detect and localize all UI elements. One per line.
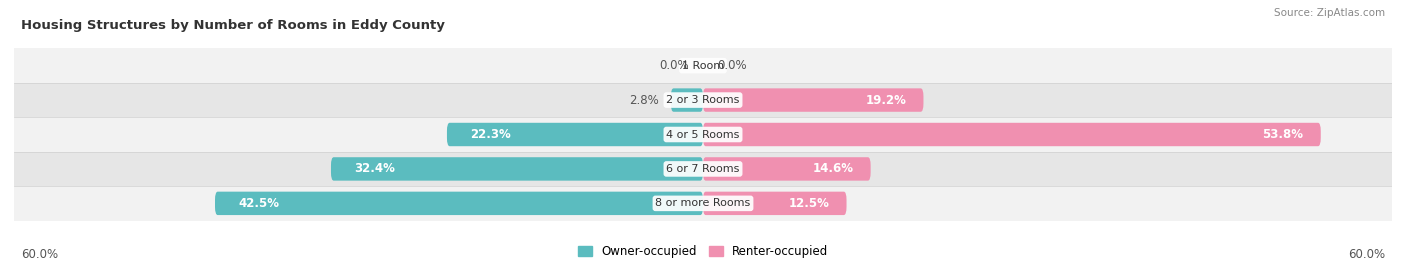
Text: 0.0%: 0.0% [717, 59, 747, 72]
Text: 8 or more Rooms: 8 or more Rooms [655, 198, 751, 208]
FancyBboxPatch shape [703, 123, 1320, 146]
FancyBboxPatch shape [671, 88, 703, 112]
Text: 19.2%: 19.2% [865, 94, 907, 107]
Bar [14, 186, 1392, 221]
Text: Housing Structures by Number of Rooms in Eddy County: Housing Structures by Number of Rooms in… [21, 19, 444, 32]
Text: 53.8%: 53.8% [1263, 128, 1303, 141]
Text: Source: ZipAtlas.com: Source: ZipAtlas.com [1274, 8, 1385, 18]
FancyBboxPatch shape [703, 192, 846, 215]
FancyBboxPatch shape [703, 157, 870, 181]
FancyBboxPatch shape [330, 157, 703, 181]
FancyBboxPatch shape [703, 88, 924, 112]
Text: 60.0%: 60.0% [1348, 248, 1385, 261]
Text: 2 or 3 Rooms: 2 or 3 Rooms [666, 95, 740, 105]
FancyBboxPatch shape [215, 192, 703, 215]
Text: 12.5%: 12.5% [789, 197, 830, 210]
Bar [14, 152, 1392, 186]
FancyBboxPatch shape [447, 123, 703, 146]
Text: 42.5%: 42.5% [238, 197, 278, 210]
Text: 14.6%: 14.6% [813, 162, 853, 175]
Text: 6 or 7 Rooms: 6 or 7 Rooms [666, 164, 740, 174]
Bar [14, 83, 1392, 117]
Text: 0.0%: 0.0% [659, 59, 689, 72]
Text: 2.8%: 2.8% [630, 94, 659, 107]
Text: 4 or 5 Rooms: 4 or 5 Rooms [666, 129, 740, 140]
Bar [14, 48, 1392, 83]
Text: 60.0%: 60.0% [21, 248, 58, 261]
Text: 22.3%: 22.3% [470, 128, 510, 141]
Legend: Owner-occupied, Renter-occupied: Owner-occupied, Renter-occupied [572, 240, 834, 263]
Text: 32.4%: 32.4% [354, 162, 395, 175]
Bar [14, 117, 1392, 152]
Text: 1 Room: 1 Room [682, 61, 724, 71]
